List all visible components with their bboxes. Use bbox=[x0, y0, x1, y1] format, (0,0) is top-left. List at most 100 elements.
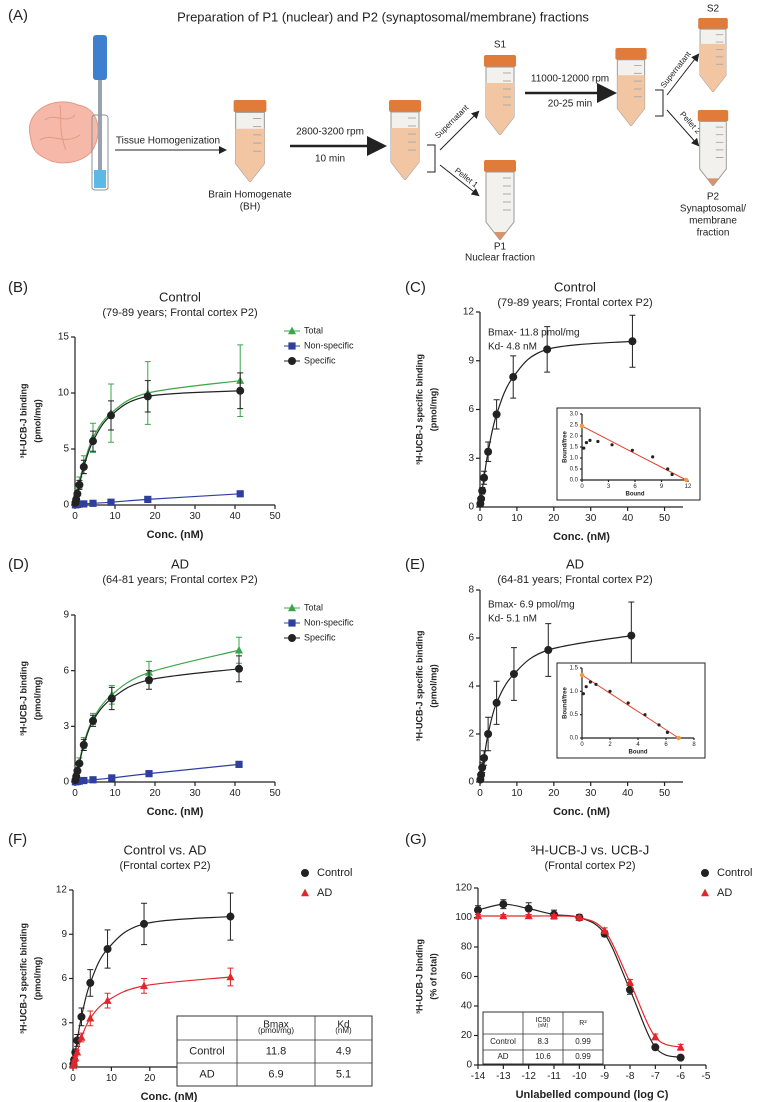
x-tick-label: 50 bbox=[659, 513, 671, 524]
data-point bbox=[544, 646, 553, 654]
table-header: Bmax bbox=[263, 1020, 289, 1031]
legend-label: Control bbox=[717, 867, 752, 879]
step-label: 20-25 min bbox=[548, 99, 592, 110]
diagram-title: Preparation of P1 (nuclear) and P2 (syna… bbox=[177, 9, 589, 24]
y-tick-label: 6 bbox=[63, 665, 69, 676]
data-point bbox=[235, 760, 243, 768]
inset-point bbox=[596, 439, 600, 444]
legend-marker bbox=[288, 603, 296, 612]
y-axis-label: ³H-UCB-J binding bbox=[414, 939, 424, 1014]
y-tick-label: 60 bbox=[461, 971, 473, 982]
y-tick-label: 0 bbox=[63, 777, 69, 788]
data-point bbox=[79, 462, 88, 471]
legend-marker bbox=[301, 888, 309, 897]
y-tick-label: 1.0 bbox=[570, 456, 579, 462]
data-point bbox=[79, 740, 88, 749]
annotation: Kd- 5.1 nM bbox=[488, 614, 537, 625]
fit-endpoint bbox=[579, 672, 585, 678]
data-point bbox=[477, 770, 486, 779]
data-point bbox=[499, 911, 508, 920]
x-tick-label: 0 bbox=[70, 1073, 76, 1084]
data-point bbox=[73, 1047, 82, 1056]
chart-title: Control vs. AD bbox=[123, 842, 206, 857]
fit-curve bbox=[75, 763, 240, 783]
table-cell: 11.8 bbox=[266, 1045, 287, 1057]
table-cell: 10.6 bbox=[535, 1052, 551, 1061]
x-tick-label: 20 bbox=[548, 788, 560, 799]
data-point bbox=[86, 1013, 95, 1022]
legend-label: Total bbox=[304, 325, 323, 335]
tube-label: (BH) bbox=[240, 202, 261, 213]
data-point bbox=[235, 664, 243, 673]
bracket bbox=[427, 144, 436, 173]
legend-marker bbox=[701, 888, 709, 897]
annotation: Kd- 4.8 nM bbox=[488, 342, 537, 353]
data-point bbox=[145, 675, 153, 684]
y-axis-label: (pmol/mg) bbox=[32, 399, 42, 443]
data-point bbox=[676, 1053, 685, 1062]
tube bbox=[614, 48, 648, 126]
data-point bbox=[103, 945, 112, 953]
inset-point bbox=[670, 472, 674, 477]
x-tick-label: -10 bbox=[572, 1071, 587, 1082]
x-tick-label: -14 bbox=[471, 1071, 486, 1082]
data-point bbox=[226, 912, 235, 921]
inset-point bbox=[626, 701, 630, 705]
chart-subtitle: (79-89 years; Frontal cortex P2) bbox=[497, 297, 652, 309]
x-tick-label: 10 bbox=[511, 788, 523, 799]
legend-label: Control bbox=[317, 867, 352, 879]
fit-line bbox=[581, 425, 687, 481]
data-point bbox=[492, 698, 501, 707]
data-point bbox=[600, 926, 609, 934]
x-tick-label: 40 bbox=[622, 513, 634, 524]
y-tick-label: 2 bbox=[468, 729, 474, 740]
data-point bbox=[108, 774, 116, 782]
data-point bbox=[651, 1043, 660, 1052]
data-point bbox=[140, 981, 149, 990]
data-point bbox=[524, 911, 533, 920]
arrow bbox=[666, 53, 700, 96]
table-cell: Control bbox=[490, 1037, 516, 1046]
legend-label: Total bbox=[304, 602, 323, 612]
y-tick-label: 0 bbox=[61, 1062, 67, 1073]
data-point bbox=[73, 489, 82, 498]
data-point bbox=[492, 410, 501, 419]
inset-point bbox=[588, 680, 593, 684]
tube-label: P1 bbox=[494, 242, 507, 253]
x-tick-label: 20 bbox=[548, 513, 560, 524]
y-tick-label: 6 bbox=[468, 633, 474, 644]
y-tick-label: 0 bbox=[63, 500, 69, 511]
tube-label: fraction bbox=[697, 228, 730, 239]
data-point bbox=[89, 499, 97, 507]
x-tick-label: 30 bbox=[189, 788, 201, 799]
chart-title: AD bbox=[566, 556, 584, 571]
data-point bbox=[80, 776, 88, 785]
data-point bbox=[550, 911, 558, 920]
y-tick-label: 0.0 bbox=[570, 736, 579, 742]
bracket bbox=[655, 89, 664, 117]
step-label: Tissue Homogenization bbox=[116, 136, 220, 147]
data-point bbox=[484, 447, 493, 456]
inset-point bbox=[588, 438, 592, 442]
y-tick-label: 6 bbox=[61, 973, 67, 984]
data-point bbox=[474, 906, 482, 915]
table-cell: Control bbox=[189, 1045, 224, 1057]
table-header: (pmol/mg) bbox=[258, 1026, 294, 1035]
panel-label: (G) bbox=[405, 831, 427, 848]
data-point bbox=[80, 500, 88, 508]
inset-x-label: Bound bbox=[626, 492, 645, 498]
x-tick-label: 30 bbox=[585, 513, 597, 524]
x-tick-label: -8 bbox=[626, 1071, 635, 1082]
x-tick-label: 9 bbox=[660, 484, 664, 490]
inset-point bbox=[666, 467, 670, 471]
x-tick-label: 40 bbox=[622, 788, 634, 799]
tube bbox=[697, 110, 729, 186]
panel-label: (B) bbox=[8, 279, 28, 296]
data-point bbox=[236, 490, 244, 498]
y-tick-label: 0 bbox=[468, 777, 474, 788]
inset-y-label: Bound/free bbox=[563, 431, 569, 463]
inset-point bbox=[584, 441, 589, 445]
tube bbox=[483, 55, 517, 135]
table-header: IC50 bbox=[536, 1017, 551, 1024]
data-point bbox=[484, 730, 493, 738]
